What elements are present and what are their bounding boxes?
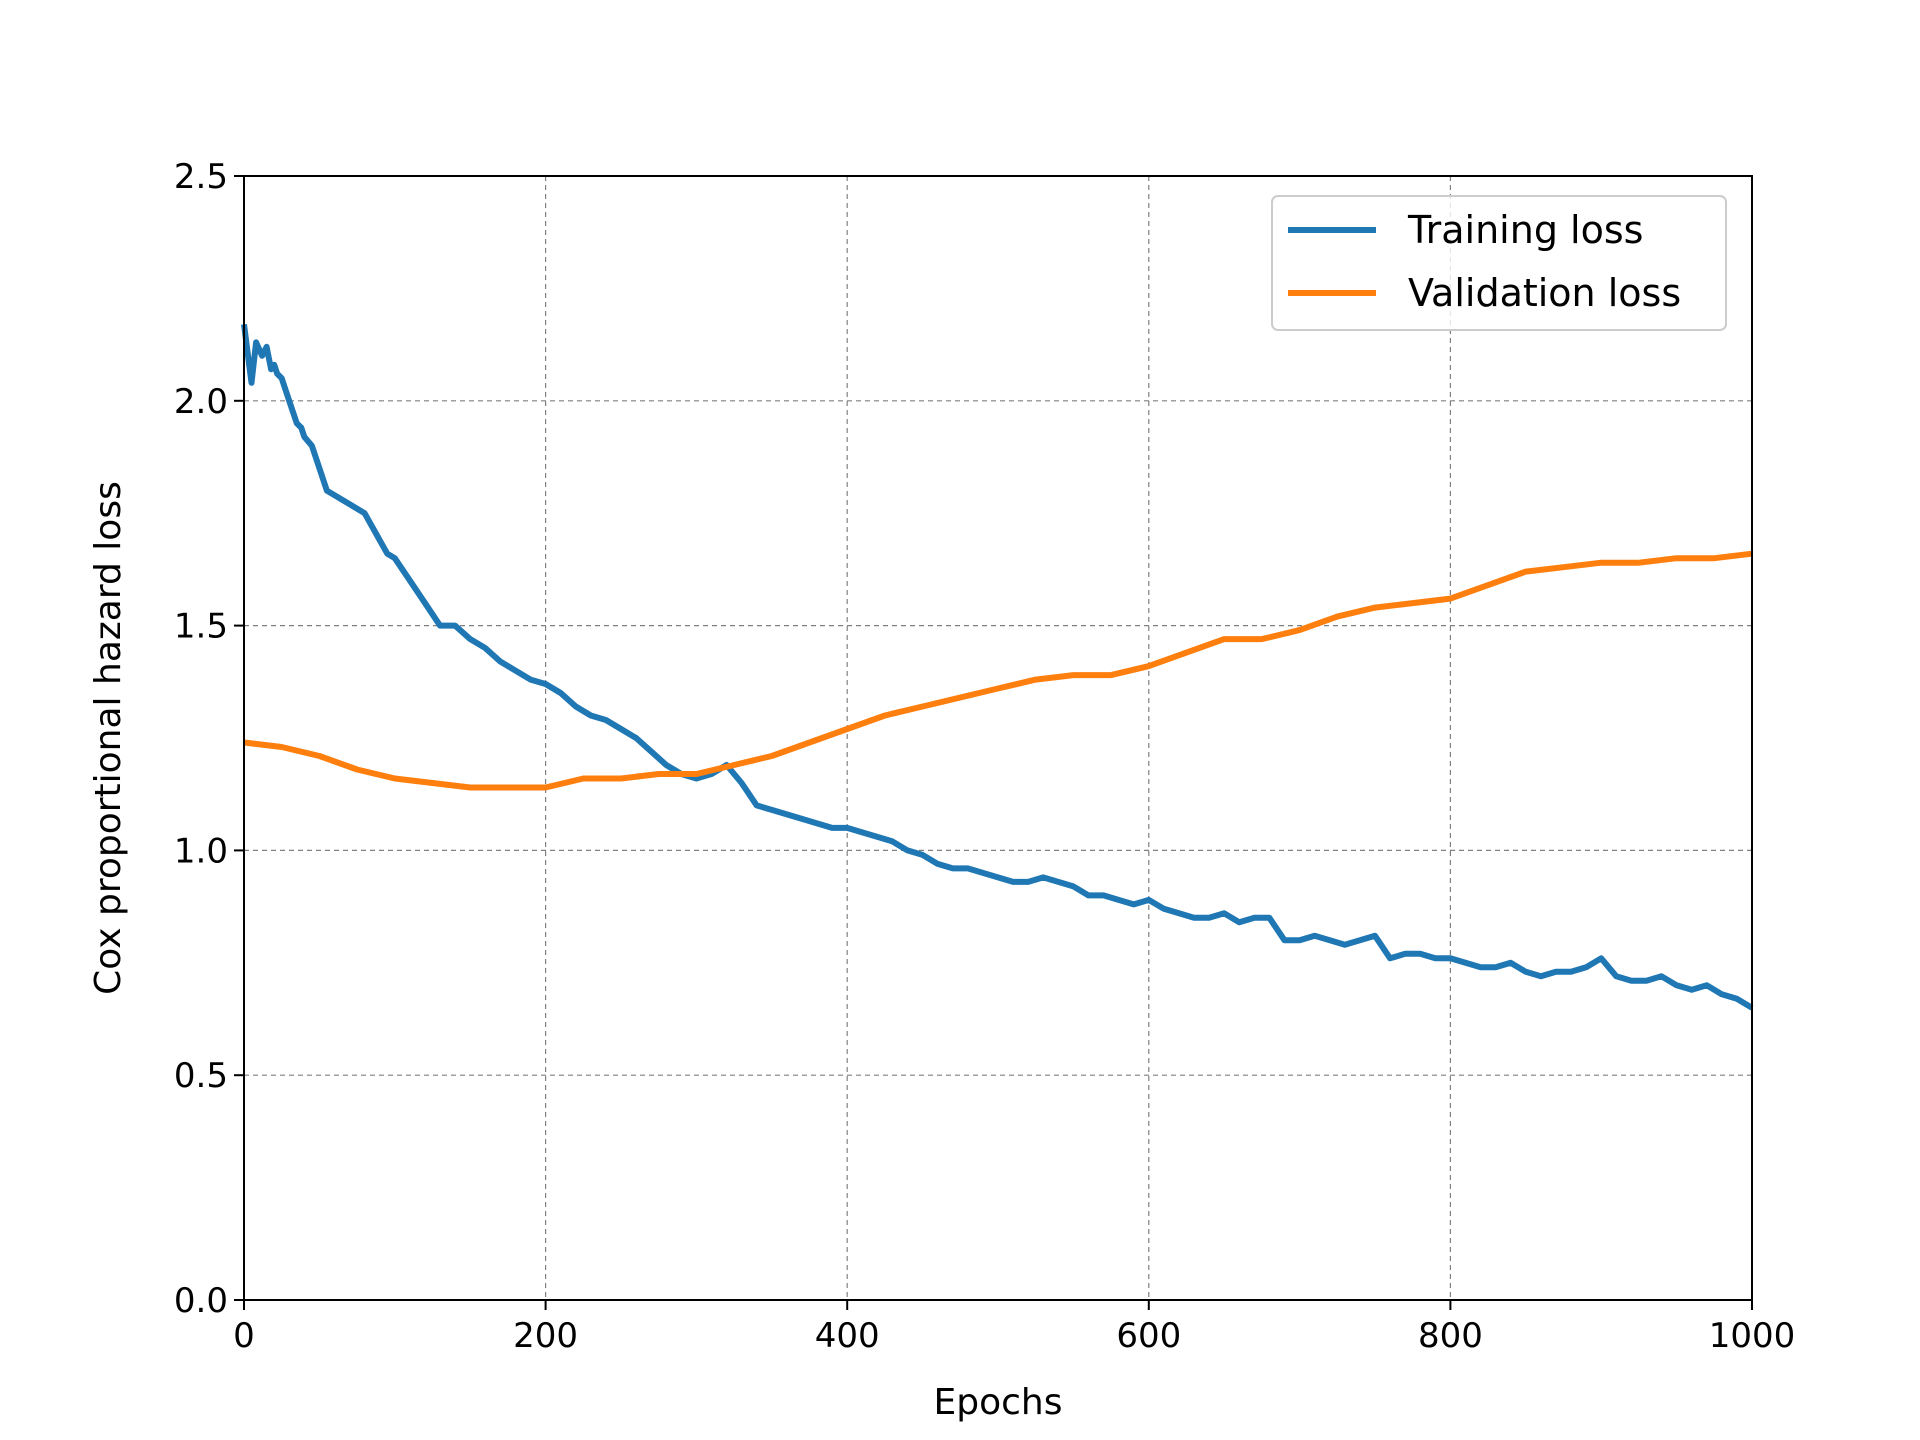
- x-tick-label: 800: [1418, 1316, 1483, 1356]
- validation-loss-line: [243, 550, 1753, 791]
- training-loss-line: [241, 324, 1754, 1011]
- plot-frame: [243, 175, 1753, 1301]
- y-tick-label: 2.5: [174, 157, 228, 197]
- x-axis-title: Epochs: [934, 1382, 1063, 1423]
- x-tick-label: 1000: [1709, 1316, 1796, 1356]
- legend: Training loss Validation loss: [1271, 195, 1727, 331]
- grid: [244, 176, 1752, 1300]
- y-tick-label: 1.0: [174, 831, 228, 871]
- x-tick-label: 0: [233, 1316, 255, 1356]
- x-tick-label: 400: [815, 1316, 880, 1356]
- series-layer: [241, 324, 1754, 1011]
- y-tick-label: 1.5: [174, 607, 228, 647]
- legend-box: [1271, 195, 1727, 331]
- y-tick-label: 0.0: [174, 1281, 228, 1321]
- y-tick-label: 2.0: [174, 382, 228, 422]
- legend-label-validation: Validation loss: [1408, 271, 1681, 315]
- y-tick-label: 0.5: [174, 1056, 228, 1096]
- x-tick-label: 200: [513, 1316, 578, 1356]
- legend-label-training: Training loss: [1407, 208, 1643, 252]
- y-axis-title: Cox proportional hazard loss: [88, 481, 129, 995]
- ticks: 0 200 400 600 800 1000 0.0 0.5 1.0 1.5 2.0 2.5: [174, 157, 1795, 1356]
- x-tick-label: 600: [1116, 1316, 1181, 1356]
